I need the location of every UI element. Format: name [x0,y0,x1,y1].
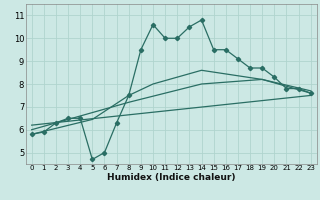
X-axis label: Humidex (Indice chaleur): Humidex (Indice chaleur) [107,173,236,182]
